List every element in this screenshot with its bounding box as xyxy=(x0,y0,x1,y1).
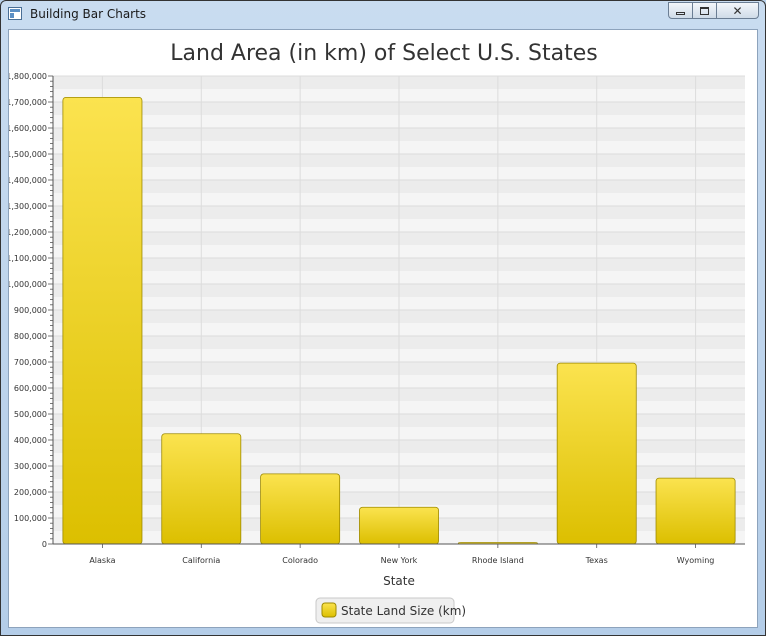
x-tick-label: Alaska xyxy=(89,556,115,565)
y-tick-label: 0 xyxy=(42,540,47,549)
bar-chart: Land Area (in km) of Select U.S. States … xyxy=(6,41,745,624)
legend-label: State Land Size (km) xyxy=(341,604,466,618)
close-button[interactable]: ✕ xyxy=(716,2,759,19)
y-tick-label: 700,000 xyxy=(14,358,47,367)
y-tick-label: 1,000,000 xyxy=(9,280,47,289)
y-tick-label: 100,000 xyxy=(14,514,47,523)
y-axis-ticks: 0 100,000 200,000 300,000 400,000 500,000 600,… xyxy=(6,72,53,549)
bar-new-york xyxy=(359,506,439,545)
minimize-icon xyxy=(676,11,685,15)
y-tick-label: 1,200,000 xyxy=(9,228,47,237)
x-tick-label: Wyoming xyxy=(677,556,715,565)
legend-swatch xyxy=(321,602,337,618)
x-tick-label: New York xyxy=(381,556,418,565)
bar-texas xyxy=(556,362,637,545)
y-tick-label: 900,000 xyxy=(14,306,47,315)
x-tick-label: Rhode Island xyxy=(472,556,524,565)
chart-title: Land Area (in km) of Select U.S. States xyxy=(170,41,597,66)
y-tick-label: 400,000 xyxy=(14,436,47,445)
bar-california xyxy=(161,433,242,545)
y-tick-label: 800,000 xyxy=(14,332,47,341)
y-tick-label: 300,000 xyxy=(14,462,47,471)
bar-colorado xyxy=(260,473,341,545)
y-tick-label: 500,000 xyxy=(14,410,47,419)
bar-alaska xyxy=(62,96,143,545)
title-bar[interactable]: Building Bar Charts ✕ xyxy=(1,1,765,28)
x-axis-ticks: Alaska California Colorado New York Rhode Is… xyxy=(89,544,714,565)
y-tick-label: 1,300,000 xyxy=(9,202,47,211)
y-tick-label: 1,700,000 xyxy=(9,98,47,107)
y-tick-label: 1,800,000 xyxy=(9,72,47,81)
y-tick-label: 1,400,000 xyxy=(9,176,47,185)
y-tick-label: 200,000 xyxy=(14,488,47,497)
bars xyxy=(62,96,736,545)
chart-panel: Land Area (in km) of Select U.S. States … xyxy=(6,29,758,628)
bar-wyoming xyxy=(655,477,736,545)
app-icon xyxy=(8,7,22,20)
x-tick-label: California xyxy=(182,556,220,565)
minimize-button[interactable] xyxy=(668,2,693,19)
maximize-button[interactable] xyxy=(692,2,717,19)
y-tick-label: 1,500,000 xyxy=(9,150,47,159)
x-tick-label: Texas xyxy=(585,556,608,565)
y-tick-label: 600,000 xyxy=(14,384,47,393)
maximize-icon xyxy=(700,6,709,15)
legend-box xyxy=(315,597,455,624)
window-title: Building Bar Charts xyxy=(30,7,147,21)
y-tick-label: 1,100,000 xyxy=(9,254,47,263)
x-axis-label: State xyxy=(383,574,415,588)
y-tick-label: 1,600,000 xyxy=(9,124,47,133)
close-icon: ✕ xyxy=(732,3,743,18)
legend: State Land Size (km) xyxy=(315,597,466,624)
x-tick-label: Colorado xyxy=(282,556,318,565)
